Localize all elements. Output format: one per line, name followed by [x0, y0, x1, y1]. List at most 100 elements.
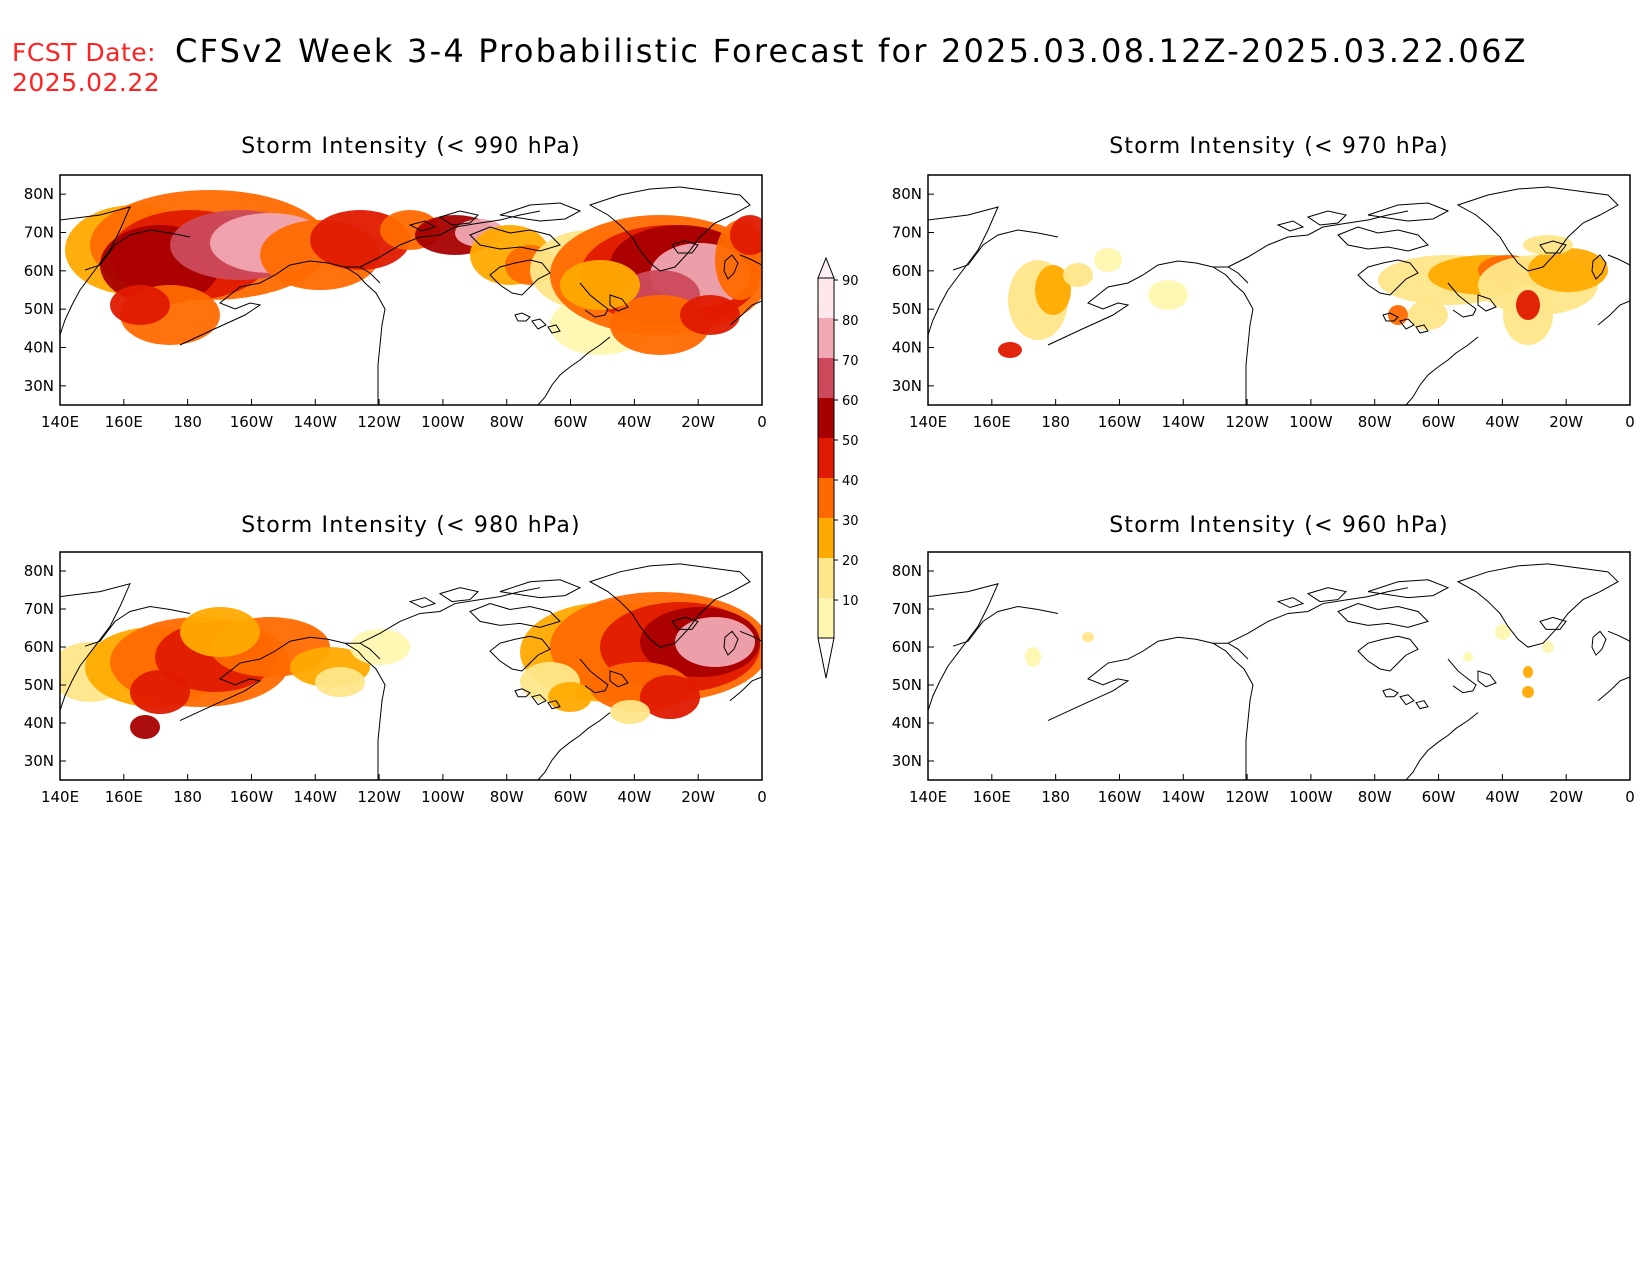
lon-tick-label: 40W	[617, 413, 651, 431]
colorbar-label: 40	[842, 474, 859, 489]
probability-contour	[180, 607, 260, 657]
lat-tick-label: 80N	[24, 185, 54, 203]
probability-contour	[1516, 290, 1540, 320]
colorbar-segment	[818, 478, 834, 518]
colorbar-label: 30	[842, 514, 859, 529]
colorbar-segment	[818, 358, 834, 398]
lon-tick-label: 0	[1625, 788, 1635, 806]
panel-970: Storm Intensity (< 970 hPa) 140E 160E 180 16…	[892, 134, 1635, 431]
probability-contour	[1463, 652, 1473, 662]
lon-tick-label: 140W	[1162, 413, 1206, 431]
lon-tick-label: 160W	[230, 788, 274, 806]
probability-contour	[1522, 686, 1534, 698]
probability-contour	[350, 629, 410, 665]
lon-tick-label: 140W	[294, 413, 338, 431]
probability-contour	[560, 260, 640, 310]
probability-contour	[1523, 235, 1573, 255]
colorbar-label: 50	[842, 434, 859, 449]
lon-tick-label: 160W	[1098, 788, 1142, 806]
map-frame	[59, 551, 763, 781]
lat-tick-label: 40N	[892, 714, 922, 732]
lat-tick-label: 80N	[24, 562, 54, 580]
lat-tick-label: 80N	[892, 562, 922, 580]
map-frame	[59, 174, 763, 406]
probability-contour	[998, 342, 1022, 358]
lon-tick-label: 160E	[105, 413, 143, 431]
lon-tick-label: 0	[1625, 413, 1635, 431]
lon-tick-label: 180	[1041, 413, 1070, 431]
lon-tick-label: 60W	[554, 413, 588, 431]
probability-contour	[1528, 248, 1608, 292]
lat-tick-label: 60N	[892, 638, 922, 656]
colorbar-label: 80	[842, 314, 859, 329]
lat-tick-label: 70N	[892, 600, 922, 618]
colorbar-segment	[818, 518, 834, 558]
panel-title: Storm Intensity (< 960 hPa)	[1109, 513, 1449, 538]
lon-tick-label: 0	[757, 413, 767, 431]
lat-tick-label: 40N	[24, 339, 54, 357]
probability-field	[65, 190, 762, 355]
probability-contour	[1035, 265, 1071, 315]
colorbar-segment	[818, 278, 834, 318]
lon-tick-label: 120W	[1225, 788, 1269, 806]
probability-contour	[130, 670, 190, 714]
probability-contour	[680, 295, 740, 335]
fcst-date-value: 2025.02.22	[12, 68, 161, 97]
lon-tick-label: 60W	[554, 788, 588, 806]
lon-tick-label: 80W	[490, 788, 524, 806]
colorbar-segment	[818, 598, 834, 638]
colorbar-segment	[818, 438, 834, 478]
map-frame	[927, 174, 1631, 406]
panel-title: Storm Intensity (< 980 hPa)	[241, 513, 581, 538]
lon-tick-label: 180	[173, 413, 202, 431]
colorbar-label: 20	[842, 554, 859, 569]
lon-tick-label: 40W	[1485, 413, 1519, 431]
lon-tick-label: 80W	[490, 413, 524, 431]
colorbar-bottom-arrow	[817, 637, 835, 679]
probability-contour	[1542, 641, 1554, 653]
probability-contour	[1388, 305, 1408, 325]
lat-tick-label: 60N	[892, 262, 922, 280]
panel-990: Storm Intensity (< 990 hPa) 140E 160E 180 16…	[24, 134, 767, 431]
coastline-outline	[928, 563, 1630, 780]
lon-tick-label: 100W	[421, 413, 465, 431]
lon-tick-label: 140W	[294, 788, 338, 806]
lon-tick-label: 160E	[973, 413, 1011, 431]
lat-tick-label: 70N	[892, 224, 922, 242]
colorbar-label: 70	[842, 354, 859, 369]
lon-tick-label: 100W	[1289, 413, 1333, 431]
probability-contour	[675, 617, 755, 667]
panel-960: Storm Intensity (< 960 hPa) 140E 160E 180 16…	[892, 513, 1635, 806]
lat-tick-label: 60N	[24, 262, 54, 280]
lon-tick-label: 20W	[1549, 413, 1583, 431]
lon-tick-label: 140E	[41, 413, 79, 431]
main-title: CFSv2 Week 3-4 Probabilistic Forecast fo…	[175, 32, 1528, 70]
probability-contour	[1082, 632, 1094, 642]
probability-field	[1025, 624, 1554, 698]
probability-contour	[1523, 666, 1533, 678]
map-frame	[927, 551, 1631, 781]
probability-contour	[610, 700, 650, 724]
lon-tick-label: 20W	[681, 788, 715, 806]
colorbar-label: 60	[842, 394, 859, 409]
colorbar-segment	[818, 558, 834, 598]
lon-tick-label: 180	[173, 788, 202, 806]
lat-tick-label: 40N	[24, 714, 54, 732]
coastlines	[928, 563, 1630, 780]
lat-tick-label: 60N	[24, 638, 54, 656]
lon-tick-label: 20W	[1549, 788, 1583, 806]
panel-title: Storm Intensity (< 990 hPa)	[241, 134, 581, 159]
lon-tick-label: 140E	[41, 788, 79, 806]
lon-tick-label: 120W	[1225, 413, 1269, 431]
lon-tick-label: 20W	[681, 413, 715, 431]
probability-contour	[730, 215, 762, 255]
lon-tick-label: 140E	[909, 788, 947, 806]
panel-title: Storm Intensity (< 970 hPa)	[1109, 134, 1449, 159]
colorbar-segment	[818, 318, 834, 358]
colorbar-label: 90	[842, 274, 859, 289]
lat-tick-label: 30N	[892, 377, 922, 395]
lat-tick-label: 50N	[892, 300, 922, 318]
probability-contour	[1025, 647, 1041, 667]
lat-tick-label: 30N	[892, 752, 922, 770]
